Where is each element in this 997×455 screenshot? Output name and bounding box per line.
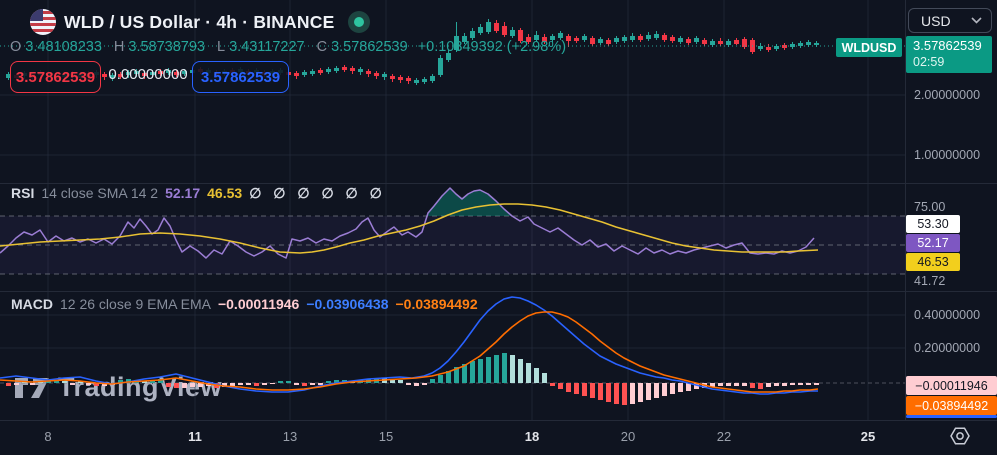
price-scale-tick: 2.00000000 [914, 88, 981, 102]
rsi-indicator-header[interactable]: RSI 14 close SMA 14 2 52.17 46.53 ∅ ∅ ∅ … [11, 185, 386, 202]
indicator-value-label: −0.00011946 [906, 376, 997, 395]
macd-title: MACD [11, 296, 53, 312]
macd-params: 12 26 close 9 EMA EMA [60, 296, 211, 312]
pane-separator[interactable] [0, 291, 997, 292]
macd-histogram-value: −0.00011946 [217, 296, 300, 312]
price-scale-tick: 0.40000000 [914, 308, 981, 322]
currency-selected: USD [921, 12, 951, 29]
buy-order-button[interactable]: 3.57862539 [192, 61, 289, 93]
price-scale-tick: 75.00 [914, 200, 946, 214]
indicator-value-label: −0.03894492 [906, 396, 997, 415]
price-scale-tick: 1.00000000 [914, 148, 981, 162]
buy-price: 3.57862539 [200, 68, 281, 86]
currency-dropdown[interactable]: USD [908, 8, 992, 33]
price-scale-tick: 0.20000000 [914, 341, 981, 355]
rsi-line [0, 187, 815, 259]
macd-signal-value: −0.03894492 [395, 296, 478, 312]
rsi-null-values: ∅ ∅ ∅ ∅ ∅ ∅ [249, 185, 386, 201]
macd-signal-line [0, 311, 819, 393]
rsi-title: RSI [11, 185, 35, 201]
macd-line-value: −0.03906438 [306, 296, 389, 312]
macd-indicator-header[interactable]: MACD 12 26 close 9 EMA EMA −0.00011946 −… [11, 296, 478, 312]
time-scale-tick: 25 [860, 429, 876, 444]
settings-icon[interactable] [948, 424, 972, 448]
symbol-title: WLD / US Dollar · 4h · BINANCE [64, 11, 335, 32]
pane-separator[interactable] [0, 183, 997, 184]
price-scale[interactable]: 2.00000000 1.00000000 75.00 41.72 0.40000000… [906, 0, 997, 420]
time-scale-tick: 13 [282, 429, 298, 444]
time-scale-tick: 22 [716, 429, 732, 444]
macd-value-label-sliver [906, 415, 997, 418]
time-scale-tick: 15 [378, 429, 394, 444]
sell-order-button[interactable]: 3.57862539 [10, 61, 101, 93]
rsi-sma-value: 46.53 [207, 185, 243, 201]
sell-price: 3.57862539 [15, 68, 96, 86]
price-scale-tick: 41.72 [914, 274, 946, 288]
market-status-dot[interactable] [348, 11, 371, 33]
us-flag-icon [30, 9, 56, 35]
candlestick-series [6, 19, 819, 85]
time-scale-tick: 18 [524, 429, 540, 444]
time-scale-tick: 11 [188, 429, 202, 444]
order-quantity-field[interactable]: 0.00000000 [108, 66, 188, 83]
time-scale-tick: 8 [44, 429, 52, 444]
rsi-params: 14 close SMA 14 2 [41, 185, 159, 201]
time-scale[interactable]: 8 11 13 15 18 20 22 25 [0, 420, 997, 455]
indicator-value-label: 52.17 [906, 234, 960, 252]
indicator-value-label: 53.30 [906, 215, 960, 233]
chevron-down-icon [971, 17, 982, 24]
time-scale-tick: 20 [620, 429, 636, 444]
macd-line [0, 296, 818, 395]
rsi-value: 52.17 [165, 185, 201, 201]
rsi-ma-line [0, 203, 819, 254]
indicator-value-label: 46.53 [906, 253, 960, 271]
symbol-header[interactable]: WLD / US Dollar · 4h · BINANCE [30, 9, 371, 35]
rsi-overbought-fill [426, 188, 512, 216]
